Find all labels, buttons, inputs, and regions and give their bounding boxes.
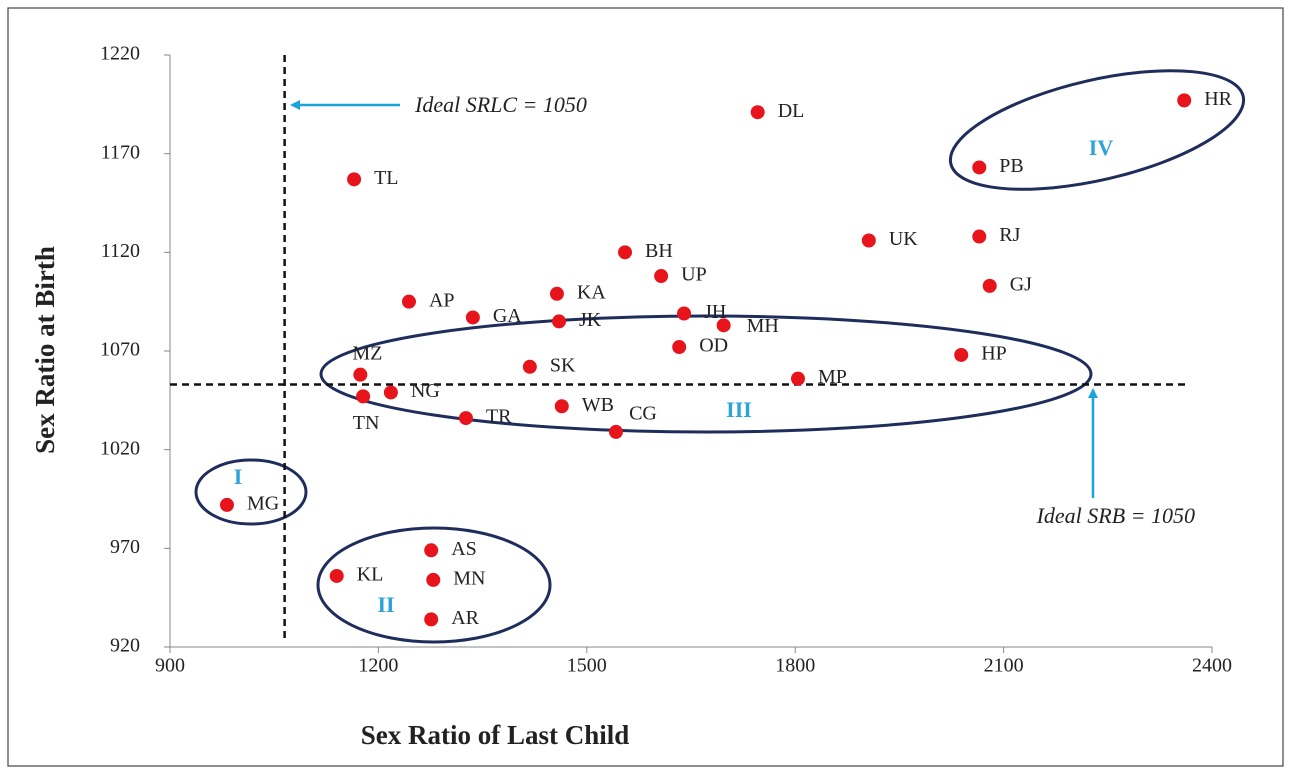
point bbox=[353, 367, 368, 382]
point-label: HR bbox=[1204, 88, 1232, 110]
y-tick-label: 1170 bbox=[101, 141, 140, 163]
point-label: GA bbox=[493, 305, 522, 327]
x-tick-label: 2100 bbox=[984, 655, 1024, 677]
point bbox=[424, 543, 439, 558]
point bbox=[424, 612, 439, 627]
y-tick-label: 1220 bbox=[100, 43, 140, 65]
x-tick-label: 1800 bbox=[775, 655, 815, 677]
point bbox=[861, 233, 876, 248]
point-label: TN bbox=[353, 412, 380, 434]
point bbox=[716, 318, 731, 333]
point-label: GJ bbox=[1010, 273, 1032, 295]
point-label: UP bbox=[681, 264, 707, 286]
group-ellipse bbox=[194, 458, 308, 526]
point bbox=[1177, 93, 1192, 108]
point bbox=[458, 411, 473, 426]
point-label: AP bbox=[429, 289, 455, 311]
group-label: I bbox=[234, 464, 243, 489]
point-label: NG bbox=[411, 380, 440, 402]
point bbox=[618, 245, 633, 260]
point bbox=[219, 497, 234, 512]
point bbox=[552, 314, 567, 329]
point bbox=[954, 347, 969, 362]
group-label: IV bbox=[1089, 135, 1114, 160]
point-label: DL bbox=[778, 100, 805, 122]
point bbox=[329, 568, 344, 583]
point-label: MZ bbox=[352, 342, 382, 364]
point-label: UK bbox=[889, 228, 918, 250]
point-label: HP bbox=[981, 343, 1007, 365]
point-label: MN bbox=[453, 568, 485, 590]
point bbox=[426, 572, 441, 587]
point bbox=[654, 269, 669, 284]
point-label: AS bbox=[451, 538, 477, 560]
y-tick-label: 1070 bbox=[100, 339, 140, 361]
x-tick-label: 1200 bbox=[358, 655, 398, 677]
point-label: KA bbox=[577, 281, 606, 303]
point bbox=[465, 310, 480, 325]
group-ellipse bbox=[316, 526, 552, 644]
point-label: RJ bbox=[999, 224, 1020, 246]
point-label: AR bbox=[451, 607, 479, 629]
y-axis-title: Sex Ratio at Birth bbox=[30, 246, 60, 454]
point bbox=[677, 306, 692, 321]
annotation: Ideal SRB = 1050 bbox=[1036, 503, 1195, 528]
point bbox=[401, 294, 416, 309]
point-label: MH bbox=[747, 315, 779, 337]
point-label: BH bbox=[645, 240, 673, 262]
point bbox=[549, 286, 564, 301]
annotation: Ideal SRLC = 1050 bbox=[414, 92, 587, 117]
point-label: MP bbox=[818, 366, 847, 388]
y-tick-label: 1020 bbox=[100, 437, 140, 459]
point bbox=[356, 389, 371, 404]
point-label: TR bbox=[486, 406, 512, 428]
frame bbox=[7, 7, 1284, 767]
point-label: SK bbox=[550, 354, 576, 376]
group-ellipse bbox=[948, 69, 1246, 191]
point bbox=[554, 399, 569, 414]
point bbox=[982, 278, 997, 293]
point-label: TL bbox=[374, 167, 398, 189]
point-label: JK bbox=[579, 309, 602, 331]
point bbox=[672, 340, 687, 355]
point bbox=[347, 172, 362, 187]
point bbox=[522, 359, 537, 374]
point-label: JH bbox=[704, 301, 726, 323]
point bbox=[383, 385, 398, 400]
group-label: III bbox=[726, 397, 752, 422]
point bbox=[790, 371, 805, 386]
point-label: OD bbox=[699, 335, 728, 357]
x-axis-title: Sex Ratio of Last Child bbox=[361, 720, 630, 750]
x-tick-label: 2400 bbox=[1192, 655, 1232, 677]
point bbox=[750, 105, 765, 120]
point-label: KL bbox=[357, 564, 384, 586]
point-label: WB bbox=[582, 394, 614, 416]
group-label: II bbox=[377, 592, 394, 617]
point bbox=[972, 160, 987, 175]
x-tick-label: 900 bbox=[155, 655, 185, 677]
y-tick-label: 1120 bbox=[101, 240, 140, 262]
y-tick-label: 920 bbox=[110, 635, 140, 657]
point-label: CG bbox=[629, 403, 657, 425]
point bbox=[608, 424, 623, 439]
group-ellipse bbox=[319, 314, 1093, 434]
y-tick-label: 970 bbox=[110, 536, 140, 558]
x-tick-label: 1500 bbox=[567, 655, 607, 677]
point-label: MG bbox=[247, 493, 279, 515]
point-label: PB bbox=[999, 155, 1023, 177]
point bbox=[972, 229, 987, 244]
